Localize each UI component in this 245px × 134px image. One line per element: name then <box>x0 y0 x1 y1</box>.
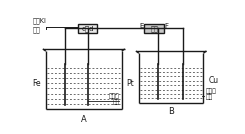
Text: 硝酸钙: 硝酸钙 <box>109 93 120 99</box>
Text: Cu: Cu <box>208 77 218 85</box>
Text: B: B <box>168 107 174 116</box>
Bar <box>144 24 164 33</box>
Text: c　d: c d <box>81 25 94 32</box>
Text: F: F <box>165 23 169 29</box>
Text: Pt: Pt <box>126 79 134 88</box>
Bar <box>78 24 97 33</box>
Text: E: E <box>139 23 144 29</box>
Text: 溶液: 溶液 <box>205 94 213 100</box>
Text: 试纸: 试纸 <box>33 26 40 33</box>
Text: 硫酸钔: 硫酸钔 <box>205 88 216 94</box>
Text: Fe: Fe <box>32 79 41 88</box>
Text: 电源: 电源 <box>150 25 158 32</box>
Text: A: A <box>81 115 87 124</box>
Text: 淠粉KI: 淠粉KI <box>33 17 46 24</box>
Text: 溶液: 溶液 <box>113 100 120 105</box>
